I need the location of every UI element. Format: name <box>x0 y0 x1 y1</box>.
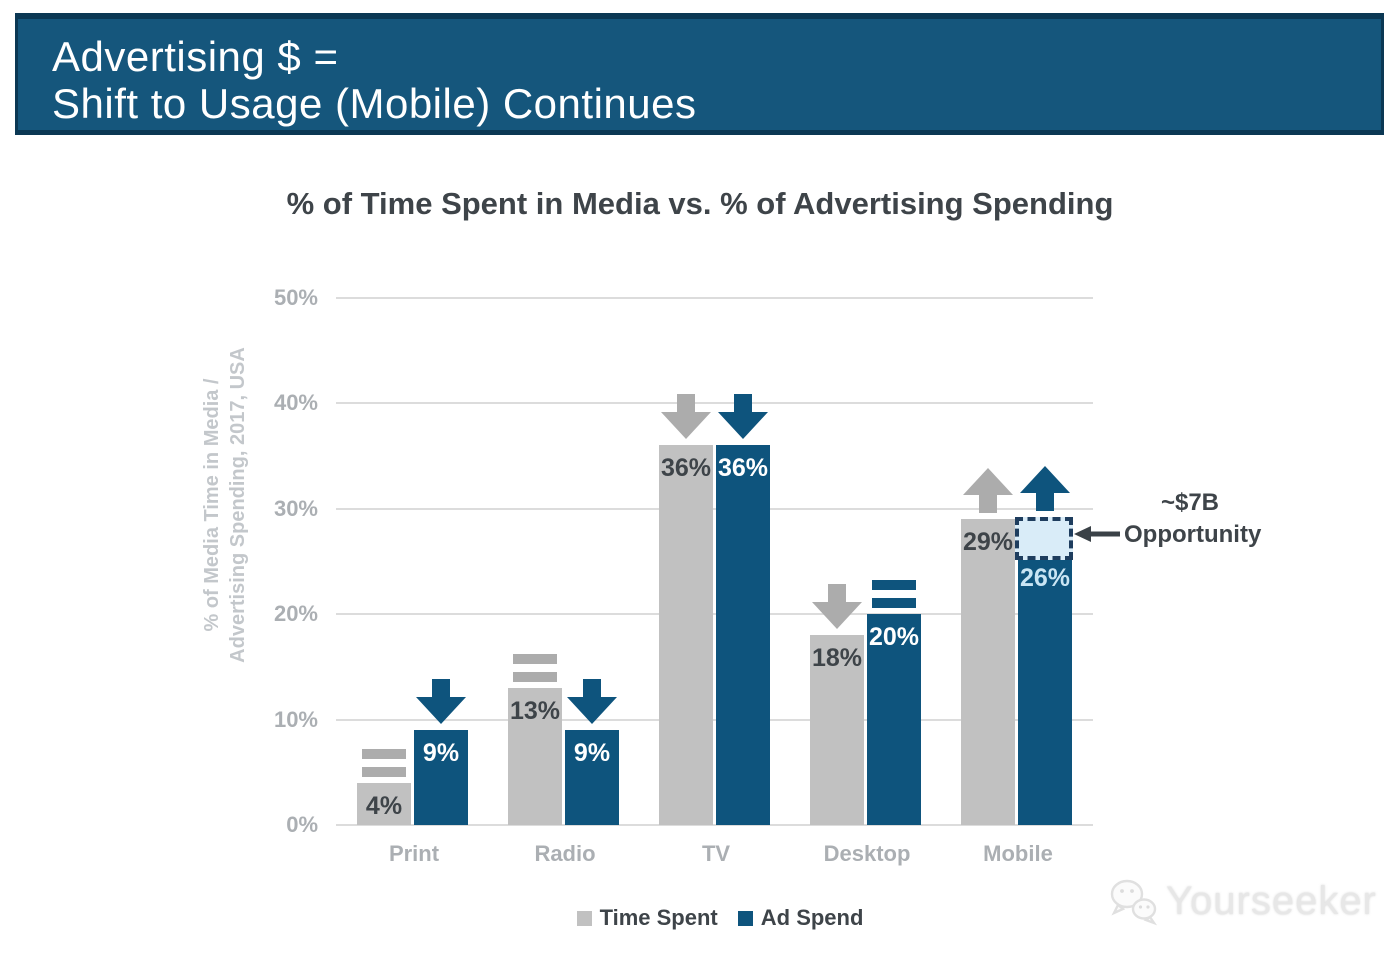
bar-value-label: 36% <box>717 454 769 482</box>
trend-equal-icon <box>513 654 557 682</box>
x-category-label-desktop: Desktop <box>823 841 911 866</box>
watermark: Yourseeker <box>1106 874 1377 928</box>
trend-down-icon <box>661 394 711 439</box>
bar-value-label: 26% <box>1019 564 1071 592</box>
bar-value-label: 36% <box>660 454 712 482</box>
y-tick-label: 10% <box>273 707 318 732</box>
opportunity-annotation-label: Opportunity <box>1124 521 1262 548</box>
trend-up-icon <box>963 468 1013 513</box>
chart-title: % of Time Spent in Media vs. % of Advert… <box>286 186 1114 221</box>
bar-value-label: 20% <box>868 623 920 651</box>
banner-title-line2: Shift to Usage (Mobile) Continues <box>52 80 697 127</box>
bar-time-spent-desktop <box>810 635 864 825</box>
bar-ad-spend-radio <box>565 730 619 825</box>
trend-up-icon <box>1020 466 1070 511</box>
trend-equal-bar <box>362 767 406 777</box>
opportunity-annotation-value: ~$7B <box>1160 489 1220 516</box>
annotation-arrow-icon <box>1074 526 1120 542</box>
bar-value-label: 9% <box>422 739 460 767</box>
x-category-label-print: Print <box>388 841 440 866</box>
bar-time-spent-print <box>357 783 411 825</box>
bar-ad-spend-tv <box>716 445 770 825</box>
opportunity-box <box>1015 517 1073 560</box>
bar-value-label: 18% <box>811 644 863 672</box>
chart-legend: Time Spent Ad Spend <box>400 905 1040 931</box>
gridline <box>336 613 1093 615</box>
y-tick-label: 20% <box>273 601 318 626</box>
ad-spend-swatch-icon <box>737 910 753 926</box>
bar-time-spent-radio <box>508 688 562 825</box>
legend-label-ad-spend: Ad Spend <box>760 905 864 930</box>
x-category-label-radio: Radio <box>534 841 596 866</box>
trend-equal-bar <box>362 749 406 759</box>
trend-equal-icon <box>362 749 406 777</box>
bar-value-label: 29% <box>962 528 1014 556</box>
bar-ad-spend-desktop <box>867 614 921 825</box>
legend-label-time-spent: Time Spent <box>599 905 718 930</box>
trend-equal-bar <box>513 672 557 682</box>
bar-time-spent-mobile <box>961 519 1015 825</box>
y-tick-label: 50% <box>273 285 318 310</box>
trend-down-icon <box>567 679 617 724</box>
y-tick-label: 40% <box>273 390 318 415</box>
gridline <box>336 508 1093 510</box>
trend-equal-bar <box>872 598 916 608</box>
x-category-label-tv: TV <box>701 841 731 866</box>
gridline <box>336 824 1093 826</box>
trend-down-icon <box>812 584 862 629</box>
trend-equal-bar <box>513 654 557 664</box>
y-tick-label: 0% <box>286 812 318 837</box>
trend-down-icon <box>718 394 768 439</box>
bar-ad-spend-mobile <box>1018 551 1072 825</box>
bar-ad-spend-print <box>414 730 468 825</box>
bar-value-label: 13% <box>509 697 561 725</box>
banner-title-line1: Advertising $ = <box>52 33 339 80</box>
legend-item-time-spent: Time Spent <box>576 905 718 931</box>
legend-item-ad-spend: Ad Spend <box>737 905 864 931</box>
bar-time-spent-tv <box>659 445 713 825</box>
y-tick-label: 30% <box>273 496 318 521</box>
bar-value-label: 4% <box>365 792 403 820</box>
watermark-text: Yourseeker <box>1166 878 1377 923</box>
gridline <box>336 402 1093 404</box>
bar-value-label: 9% <box>573 739 611 767</box>
trend-equal-icon <box>872 580 916 608</box>
slide-header-banner: Advertising $ = Shift to Usage (Mobile) … <box>15 13 1384 135</box>
wechat-bubbles-icon <box>1110 879 1158 926</box>
trend-equal-bar <box>872 580 916 590</box>
x-category-label-mobile: Mobile <box>983 841 1053 866</box>
gridline <box>336 297 1093 299</box>
gridline <box>336 719 1093 721</box>
time-spent-swatch-icon <box>576 910 592 926</box>
trend-down-icon <box>416 679 466 724</box>
